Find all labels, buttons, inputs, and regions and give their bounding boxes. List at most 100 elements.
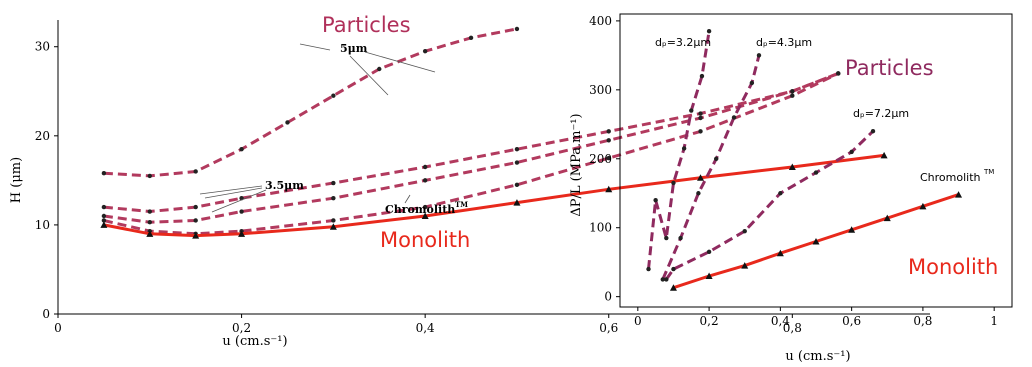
left-particles-label: Particles bbox=[322, 13, 411, 37]
left-point bbox=[101, 218, 107, 223]
left-monolith-label: Monolith bbox=[380, 228, 470, 252]
left-ticks: 0 0,2 0,4 0,6 0,8 0 10 20 30 bbox=[35, 40, 802, 335]
left-series-line bbox=[103, 72, 839, 224]
right-point bbox=[813, 170, 819, 175]
left-chromolith-sup: TM bbox=[455, 200, 468, 209]
right-point bbox=[646, 266, 651, 272]
right-dp-7-2: dₚ=7.2μm bbox=[853, 107, 909, 120]
left-point bbox=[192, 232, 200, 239]
right-point bbox=[812, 238, 820, 245]
left-y-tick-label: 30 bbox=[35, 40, 50, 54]
right-point bbox=[776, 249, 784, 257]
left-series-line bbox=[103, 27, 518, 178]
right-series-line bbox=[647, 30, 711, 270]
left-point bbox=[193, 218, 198, 223]
right-y-tick-label: 200 bbox=[589, 152, 612, 166]
right-point bbox=[653, 197, 658, 203]
right-series-0 bbox=[646, 29, 712, 272]
right-point bbox=[689, 108, 694, 113]
right-point bbox=[705, 272, 713, 279]
left-point bbox=[514, 182, 520, 188]
right-dp-3-2: dₚ=3.2μm bbox=[655, 36, 711, 49]
right-x-axis-label: u (cm.s⁻¹) bbox=[785, 349, 850, 364]
left-x-tick-label: 0 bbox=[54, 321, 62, 335]
right-y-tick-label: 300 bbox=[589, 83, 612, 97]
left-point bbox=[377, 66, 382, 72]
left-annotation-5um: 5μm bbox=[340, 42, 368, 55]
left-point bbox=[239, 209, 244, 214]
left-point bbox=[331, 180, 336, 186]
left-point bbox=[790, 89, 795, 94]
left-point bbox=[285, 120, 290, 125]
left-y-tick-label: 0 bbox=[42, 307, 50, 321]
right-point bbox=[681, 146, 687, 151]
left-chromolith-text: Chromolith bbox=[385, 203, 455, 216]
left-series-3 bbox=[101, 71, 841, 237]
left-point bbox=[100, 221, 108, 228]
right-point bbox=[664, 235, 669, 241]
left-point bbox=[606, 155, 611, 161]
left-point bbox=[101, 213, 107, 219]
right-point bbox=[778, 191, 783, 196]
right-point bbox=[848, 226, 856, 233]
right-x-tick-label: 0,8 bbox=[913, 314, 932, 328]
right-ticks: 0 0,2 0,4 0,6 0,8 1 0 100 200 300 400 bbox=[589, 14, 998, 328]
right-chromolith-label: Chromolith TM bbox=[920, 168, 994, 184]
left-point bbox=[836, 71, 841, 76]
right-point bbox=[870, 129, 876, 134]
left-point bbox=[605, 185, 613, 193]
left-point bbox=[514, 26, 520, 32]
right-point bbox=[849, 149, 854, 155]
right-series-2 bbox=[664, 129, 876, 282]
left-point bbox=[331, 218, 336, 223]
right-chromolith-sup: TM bbox=[983, 168, 994, 176]
left-series-2 bbox=[101, 71, 841, 225]
right-point bbox=[749, 80, 755, 86]
left-x-tick-label: 0,4 bbox=[416, 321, 435, 335]
right-series-1 bbox=[660, 53, 762, 282]
right-point bbox=[756, 53, 762, 58]
left-point bbox=[514, 146, 520, 152]
right-point bbox=[714, 156, 719, 161]
left-point bbox=[606, 138, 611, 143]
left-point bbox=[606, 129, 611, 134]
right-series-line bbox=[665, 130, 875, 281]
left-point bbox=[788, 163, 796, 170]
right-point bbox=[664, 277, 669, 282]
right-point bbox=[883, 214, 891, 222]
right-y-tick-label: 0 bbox=[604, 290, 612, 304]
left-point bbox=[193, 204, 198, 210]
right-point bbox=[741, 262, 749, 269]
left-annotation-3-5um: 3.5μm bbox=[265, 179, 304, 192]
right-x-tick-label: 0 bbox=[634, 314, 642, 328]
left-y-axis-label: H (μm) bbox=[9, 157, 24, 203]
left-y-tick-label: 10 bbox=[35, 218, 50, 232]
right-particles-label: Particles bbox=[845, 56, 934, 80]
right-point bbox=[919, 202, 927, 210]
right-point bbox=[731, 115, 737, 120]
left-x-tick-label: 0,2 bbox=[232, 321, 251, 335]
left-y-tick-label: 20 bbox=[35, 129, 50, 143]
left-point bbox=[146, 230, 154, 237]
left-point bbox=[790, 93, 795, 98]
right-point bbox=[955, 191, 963, 198]
right-point bbox=[742, 228, 747, 234]
left-point bbox=[513, 199, 521, 206]
left-series bbox=[100, 26, 888, 239]
right-point bbox=[706, 249, 712, 255]
left-point bbox=[422, 164, 428, 170]
right-y-tick-label: 400 bbox=[589, 14, 612, 28]
right-monolith-label: Monolith bbox=[908, 255, 998, 279]
left-point bbox=[329, 223, 337, 230]
left-point bbox=[331, 93, 336, 98]
left-point bbox=[514, 160, 520, 165]
left-point bbox=[101, 204, 107, 210]
right-point bbox=[678, 235, 683, 241]
right-y-axis-label: ΔP/L (MPa.m⁻¹) bbox=[569, 113, 584, 216]
left-point bbox=[422, 48, 428, 54]
left-point bbox=[698, 129, 703, 134]
right-point bbox=[660, 277, 665, 282]
left-point bbox=[422, 178, 428, 183]
right-x-tick-label: 1 bbox=[990, 314, 998, 328]
